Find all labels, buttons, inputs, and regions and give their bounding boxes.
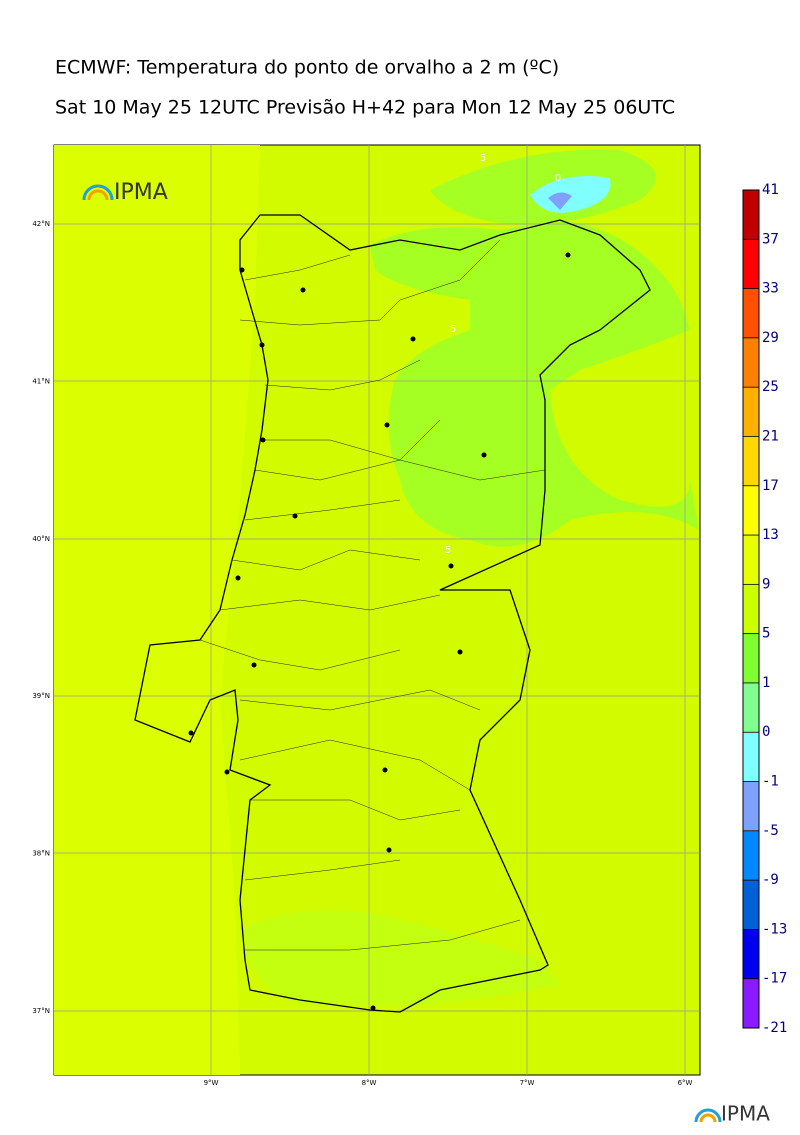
- colorbar-band: [743, 682, 759, 733]
- colorbar-label: 37: [762, 231, 779, 247]
- colorbar-label: -13: [762, 921, 787, 937]
- logo-arc: [87, 189, 109, 201]
- colorbar-label: 0: [762, 724, 770, 740]
- contour-label: 5: [480, 153, 486, 164]
- map-logo-text: IPMA: [114, 180, 168, 205]
- lon-label: 6°W: [678, 1079, 693, 1087]
- colorbar-label: 33: [762, 281, 779, 297]
- city: [188, 730, 194, 736]
- colorbar-band: [743, 337, 759, 388]
- colorbar: -21 -17 -13 -9 -5 -1 0 1 5 9 13 17 21 25 29 33 37 41: [742, 182, 787, 1036]
- contour-label: 0: [555, 173, 561, 184]
- city: [386, 847, 392, 853]
- lat-label: 42°N: [32, 220, 50, 228]
- colorbar-band: [743, 781, 759, 831]
- colorbar-band: [743, 239, 759, 289]
- colorbar-label: 9: [762, 576, 770, 592]
- cold-region: [548, 192, 572, 210]
- city: [260, 437, 266, 443]
- city: [251, 662, 257, 668]
- colorbar-label: -9: [762, 872, 779, 888]
- city: [457, 649, 463, 655]
- title: ECMWF: Temperatura do ponto de orvalho a…: [55, 57, 559, 79]
- graticule: [54, 145, 700, 1075]
- colorbar-band: [743, 485, 759, 536]
- city: [235, 575, 241, 581]
- colorbar-label: 17: [762, 478, 779, 494]
- colorbar-label: -21: [762, 1020, 787, 1036]
- colorbar-band: [743, 732, 759, 782]
- coastline-border: [134, 214, 651, 1013]
- subtitle: Sat 10 May 25 12UTC Previsão H+42 para M…: [55, 97, 675, 119]
- logo-arc: [82, 184, 114, 201]
- colorbar-band: [743, 880, 759, 930]
- city: [382, 767, 388, 773]
- lat-label: 39°N: [32, 692, 50, 700]
- colorbar-band: [743, 929, 759, 979]
- city: [300, 287, 306, 293]
- contour-label: 5: [445, 545, 451, 556]
- lon-label: 7°W: [520, 1079, 535, 1087]
- city: [448, 563, 454, 569]
- lat-label: 40°N: [32, 535, 50, 543]
- lat-label: 41°N: [32, 377, 50, 385]
- footer-logo: IPMA: [694, 1102, 770, 1126]
- footer-logo-text: IPMA: [721, 1102, 770, 1126]
- humid-region: [370, 220, 699, 547]
- city: [384, 422, 390, 428]
- lat-label: 37°N: [32, 1007, 50, 1015]
- colorbar-band: [743, 288, 759, 338]
- colorbar-label: 5: [762, 626, 770, 642]
- city: [410, 336, 416, 342]
- colorbar-label: 25: [762, 379, 779, 395]
- colorbar-band: [743, 830, 759, 881]
- colorbar-band: [743, 387, 759, 437]
- humid-region: [240, 910, 560, 1005]
- city: [370, 1005, 376, 1011]
- colorbar-band: [743, 584, 759, 634]
- colorbar-label: -1: [762, 774, 779, 790]
- colorbar-label: 29: [762, 330, 779, 346]
- colorbar-label: 41: [762, 182, 779, 198]
- coastal-band: [54, 145, 260, 1075]
- district-borders: [199, 239, 546, 951]
- city: [292, 513, 298, 519]
- lat-label: 38°N: [32, 850, 50, 858]
- city: [224, 769, 230, 775]
- colorbar-band: [743, 633, 759, 683]
- map-logo: IPMA: [82, 180, 168, 205]
- lon-label: 9°W: [204, 1079, 219, 1087]
- colorbar-label: -17: [762, 971, 787, 987]
- city: [239, 267, 245, 273]
- colorbar-band: [743, 190, 759, 240]
- cities: [188, 252, 571, 1011]
- colorbar-label: 13: [762, 527, 779, 543]
- colorbar-band: [743, 436, 759, 486]
- lon-label: 8°W: [362, 1079, 377, 1087]
- cold-region: [530, 176, 611, 213]
- colorbar-band: [743, 535, 759, 585]
- colorbar-label: 1: [762, 675, 770, 691]
- city: [259, 342, 265, 348]
- logo-arc: [694, 1108, 722, 1123]
- contour-label: 5: [450, 324, 456, 335]
- lat-labels: 42°N 41°N 40°N 39°N 38°N 37°N: [32, 220, 50, 1015]
- city: [565, 252, 571, 258]
- colorbar-label: 21: [762, 428, 779, 444]
- colorbar-label: -5: [762, 823, 779, 839]
- colorbar-band: [743, 978, 759, 1028]
- lon-labels: 9°W 8°W 7°W 6°W: [204, 1079, 693, 1087]
- city: [481, 452, 487, 458]
- logo-arc: [699, 1113, 717, 1123]
- map: 5 0 5 5 IPMA 42°N 41°N 40°N 39°N 38°N 37°N 9°…: [32, 144, 701, 1087]
